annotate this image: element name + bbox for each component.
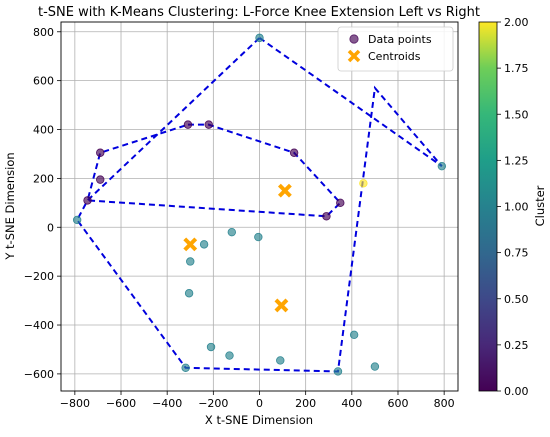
y-tick-label: 400: [33, 124, 54, 137]
data-point: [183, 120, 193, 129]
x-tick-label: −800: [60, 397, 90, 410]
data-point: [336, 198, 345, 208]
y-tick-label: −200: [24, 270, 54, 283]
colorbar-tick-label: 1.25: [504, 154, 529, 167]
colorbar-tick-label: 0.50: [504, 293, 529, 306]
data-point: [72, 215, 82, 225]
data-point: [289, 148, 299, 157]
data-point: [359, 179, 368, 188]
x-tick-label: 400: [341, 397, 362, 410]
legend: Data points Centroids: [337, 26, 454, 72]
centroid-marker: [183, 237, 198, 252]
legend-label-datapoints: Data points: [368, 33, 432, 46]
colorbar-label: Cluster: [533, 185, 547, 226]
data-point: [370, 362, 380, 371]
colorbar-tick-label: 1.00: [504, 201, 529, 214]
x-tick-label: −200: [198, 397, 228, 410]
colorbar: 0.00 0.25 0.50 0.75 1.00 1.25 1.50 1.75 2.00 Clu…: [478, 16, 547, 398]
x-tick-label: −400: [152, 397, 182, 410]
y-tick-label: −600: [24, 368, 54, 381]
data-point: [96, 148, 105, 157]
y-tick-label: −400: [24, 319, 54, 332]
legend-label-centroids: Centroids: [368, 50, 421, 63]
legend-datapoint-marker: [349, 34, 359, 44]
data-point: [181, 363, 190, 372]
data-point: [333, 367, 343, 376]
colorbar-tick-label: 2.00: [504, 16, 529, 29]
data-point: [204, 120, 213, 129]
data-point: [254, 232, 263, 242]
data-point: [206, 342, 216, 352]
y-axis-ticks: −600 −400 −200 0 200 400 600 800: [24, 26, 61, 381]
chart-title: t-SNE with K-Means Clustering: L-Force K…: [38, 5, 480, 20]
colorbar-tick-label: 0.25: [504, 339, 529, 352]
data-point: [186, 257, 195, 266]
data-points: [72, 33, 447, 376]
colorbar-tick-label: 0.75: [504, 247, 529, 260]
colorbar-gradient: [478, 21, 498, 392]
legend-box: [337, 26, 454, 72]
y-tick-label: 600: [33, 75, 54, 88]
data-point: [227, 227, 237, 237]
y-tick-label: 0: [47, 221, 54, 234]
x-tick-label: 600: [387, 397, 408, 410]
grid-lines: [61, 22, 458, 391]
colorbar-ticks: 0.00 0.25 0.50 0.75 1.00 1.25 1.50 1.75 2.00: [497, 16, 529, 398]
x-axis-ticks: −800 −600 −400 −200 0 200 400 600 800: [60, 391, 455, 410]
x-axis-label: X t-SNE Dimension: [205, 413, 313, 427]
data-point: [322, 212, 331, 221]
data-point: [199, 240, 209, 249]
data-point: [255, 33, 264, 43]
colorbar-tick-label: 1.75: [504, 62, 529, 75]
centroid-markers: [183, 183, 292, 313]
legend-centroid-marker: [347, 49, 361, 63]
data-point: [349, 330, 359, 339]
y-axis-label: Y t-SNE Dimension: [3, 152, 17, 260]
data-point: [276, 356, 285, 365]
data-point: [96, 175, 105, 184]
centroid-marker: [277, 183, 292, 198]
data-point: [225, 351, 234, 360]
cluster-hull: [86, 123, 342, 218]
data-point: [83, 196, 92, 205]
centroid-marker: [274, 298, 289, 313]
x-tick-label: 200: [295, 397, 316, 410]
colorbar-tick-label: 0.00: [504, 385, 529, 398]
x-tick-label: 800: [434, 397, 455, 410]
data-point: [184, 289, 194, 298]
data-point: [437, 161, 447, 171]
y-tick-label: 800: [33, 26, 54, 39]
x-tick-label: 0: [256, 397, 263, 410]
x-tick-label: −600: [106, 397, 136, 410]
colorbar-tick-label: 1.50: [504, 108, 529, 121]
y-tick-label: 200: [33, 172, 54, 185]
